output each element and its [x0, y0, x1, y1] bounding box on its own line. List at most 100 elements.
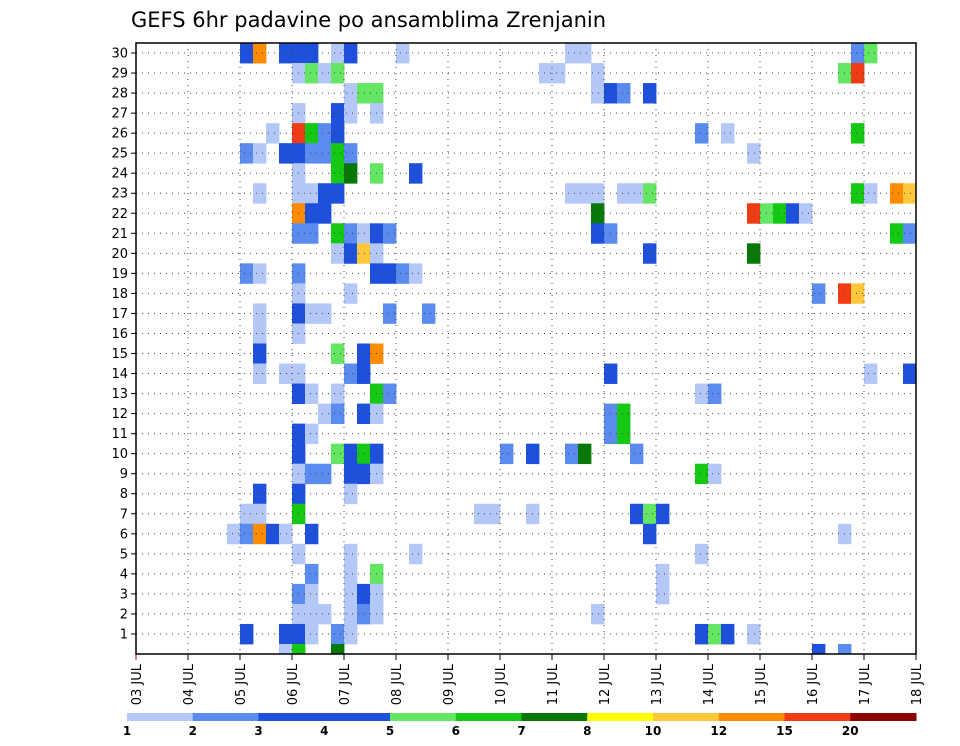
heatmap-cell-6: [344, 43, 358, 64]
heatmap-cell-192: [344, 583, 358, 605]
x-tick-label: 03 JUL: [130, 663, 145, 705]
heatmap-cell-103: [344, 283, 358, 304]
heatmap-cell-176: [253, 523, 267, 545]
heatmap-cell-99: [383, 263, 397, 284]
heatmap-cell-89: [331, 243, 345, 264]
heatmap-cell-151: [565, 443, 579, 465]
heatmap-cell-198: [318, 603, 332, 625]
heatmap-cell-171: [630, 503, 644, 525]
x-tick-label: 13 JUL: [650, 663, 665, 705]
heatmap-cell-155: [305, 463, 319, 485]
y-tick-label: 13: [111, 387, 128, 402]
heatmap-cell-79: [305, 223, 319, 244]
heatmap-cell-13: [305, 63, 319, 84]
y-tick-label: 5: [120, 547, 128, 562]
heatmap-cell-96: [253, 263, 267, 284]
heatmap-cell-101: [409, 263, 423, 284]
heatmap-cell-32: [266, 123, 280, 144]
heatmap-cell-58: [331, 183, 345, 204]
heatmap-cell-217: [838, 643, 852, 655]
y-tick-label: 15: [111, 347, 128, 362]
heatmap-cell-156: [318, 463, 332, 485]
heatmap-cell-64: [643, 183, 657, 204]
heatmap-cell-56: [305, 183, 319, 204]
heatmap-cell-203: [240, 623, 254, 645]
heatmap-cell-146: [344, 443, 358, 465]
heatmap-cell-172: [643, 503, 657, 525]
heatmap-cell-1: [253, 43, 267, 64]
heatmap-cell-189: [656, 563, 670, 585]
heatmap-cell-62: [617, 183, 631, 204]
x-tick-label: 11 JUL: [546, 663, 561, 705]
heatmap-cell-204: [279, 623, 293, 645]
heatmap-cell-2: [279, 43, 293, 64]
heatmap-cell-41: [253, 143, 267, 164]
y-tick-label: 23: [111, 187, 128, 202]
heatmap-cell-207: [331, 623, 345, 645]
heatmap-cell-106: [851, 283, 865, 304]
heatmap-cell-67: [890, 183, 904, 204]
heatmap-cell-36: [331, 123, 345, 144]
heatmap-cell-165: [240, 503, 254, 525]
heatmap-cell-53: [409, 163, 423, 184]
heatmap-cell-11: [864, 43, 878, 64]
heatmap-cell-22: [357, 83, 371, 104]
heatmap-cell-166: [253, 503, 267, 525]
heatmap-cell-173: [656, 503, 670, 525]
heatmap-cell-39: [851, 123, 865, 144]
heatmap-cell-158: [357, 463, 371, 485]
heatmap-cell-59: [565, 183, 579, 204]
heatmap-cell-199: [344, 603, 358, 625]
y-tick-label: 3: [120, 587, 128, 602]
heatmap-cell-122: [344, 363, 358, 384]
x-tick-label: 10 JUL: [494, 663, 509, 705]
heatmap-cell-206: [305, 623, 319, 645]
colorbar-label: 15: [776, 724, 793, 738]
colorbar-swatch: [653, 713, 720, 721]
heatmap-cell-209: [695, 623, 709, 645]
y-tick-label: 12: [111, 407, 128, 422]
heatmap-cell-211: [721, 623, 735, 645]
heatmap-cell-178: [279, 523, 293, 545]
heatmap-cell-85: [591, 223, 605, 244]
heatmap-cell-191: [305, 583, 319, 605]
heatmap-cell-76: [786, 203, 800, 224]
x-tick-label: 12 JUL: [598, 663, 613, 705]
heatmap-cell-169: [487, 503, 501, 525]
heatmap-cell-77: [799, 203, 813, 224]
heatmap-cell-185: [695, 543, 709, 565]
heatmap-cell-30: [344, 103, 358, 124]
heatmap-cell-195: [656, 583, 670, 605]
heatmap-cell-81: [344, 223, 358, 244]
colorbar-swatch: [258, 713, 325, 721]
heatmap-cell-61: [591, 183, 605, 204]
heatmap-cell-177: [266, 523, 280, 545]
colorbar-swatch: [718, 713, 785, 721]
x-tick-label: 08 JUL: [390, 663, 405, 705]
heatmap-cell-34: [305, 123, 319, 144]
heatmap-cell-38: [721, 123, 735, 144]
y-axis: 1234567891011121314151617181920212223242…: [111, 47, 136, 642]
x-tick-label: 18 JUL: [910, 663, 925, 705]
heatmap-cell-135: [331, 403, 345, 425]
heatmap-cell-44: [305, 143, 319, 164]
heatmap-cells: [227, 43, 917, 655]
heatmap-cell-47: [344, 143, 358, 164]
heatmap-cell-57: [318, 183, 332, 204]
heatmap-cell-134: [318, 403, 332, 425]
heatmap-cell-66: [864, 183, 878, 204]
plot-frame: [135, 42, 917, 655]
heatmap-cell-88: [903, 223, 917, 244]
y-tick-label: 17: [111, 307, 128, 322]
heatmap-cell-10: [851, 43, 865, 64]
colorbar-label: 6: [452, 724, 460, 738]
heatmap-cell-5: [331, 43, 345, 64]
heatmap-cell-24: [591, 83, 605, 104]
x-tick-label: 06 JUL: [286, 663, 301, 705]
heatmap-cell-70: [305, 203, 319, 224]
heatmap-cell-200: [357, 603, 371, 625]
heatmap-cell-197: [305, 603, 319, 625]
heatmap-cell-9: [578, 43, 592, 64]
y-tick-label: 7: [120, 507, 128, 522]
